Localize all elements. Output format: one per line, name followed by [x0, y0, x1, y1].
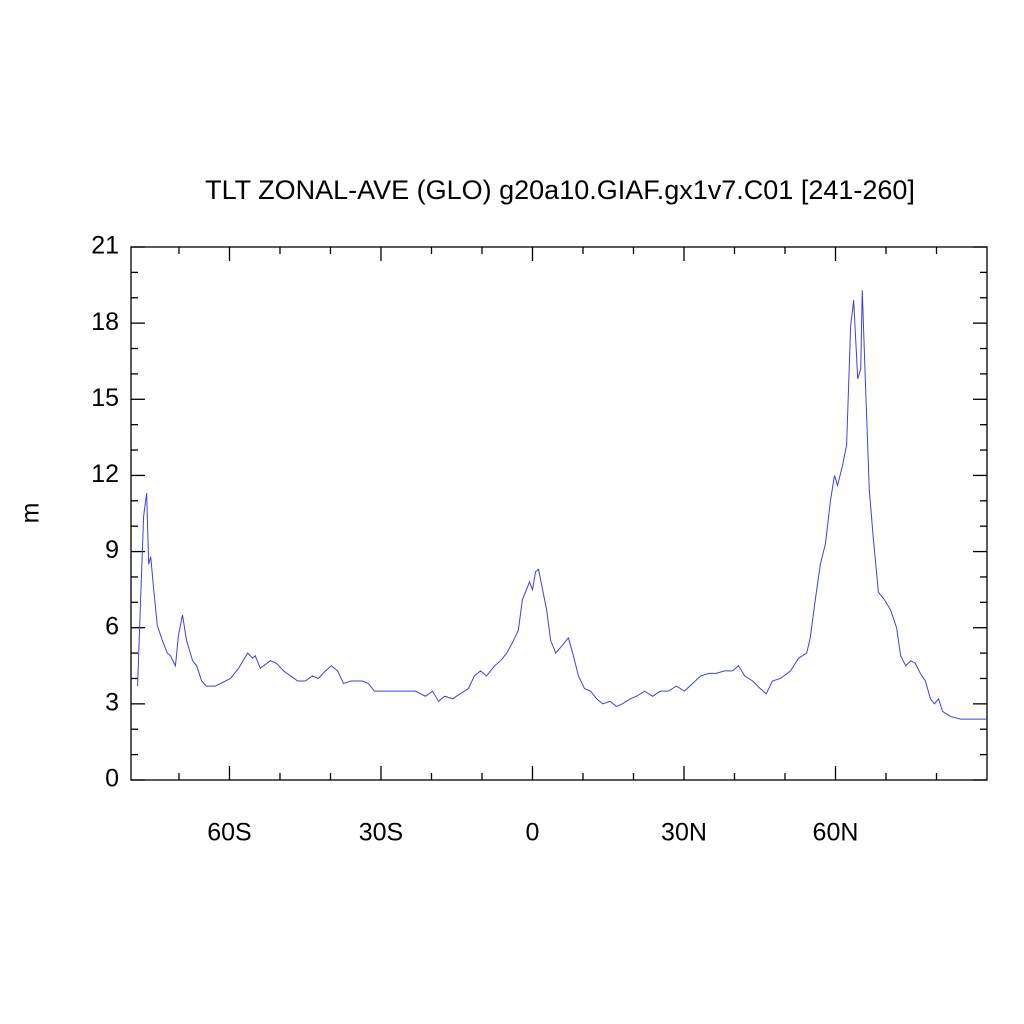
x-tick-label: 0 [526, 819, 540, 847]
y-tick-label: 0 [105, 765, 119, 793]
y-tick-label: 15 [91, 384, 119, 412]
data-line [137, 290, 987, 720]
x-tick-label: 60N [813, 819, 859, 847]
chart-title: TLT ZONAL-AVE (GLO) g20a10.GIAF.gx1v7.C0… [205, 175, 915, 205]
y-axis-label: m [17, 503, 45, 524]
x-tick-label: 30N [661, 819, 707, 847]
x-tick-label: 30S [359, 819, 403, 847]
plot-frame [130, 246, 988, 781]
y-tick-label: 6 [105, 612, 119, 640]
y-tick-label: 3 [105, 688, 119, 716]
x-tick-label: 60S [207, 819, 251, 847]
y-tick-label: 21 [91, 232, 119, 260]
y-tick-label: 18 [91, 308, 119, 336]
y-tick-label: 9 [105, 536, 119, 564]
y-tick-label: 12 [91, 460, 119, 488]
